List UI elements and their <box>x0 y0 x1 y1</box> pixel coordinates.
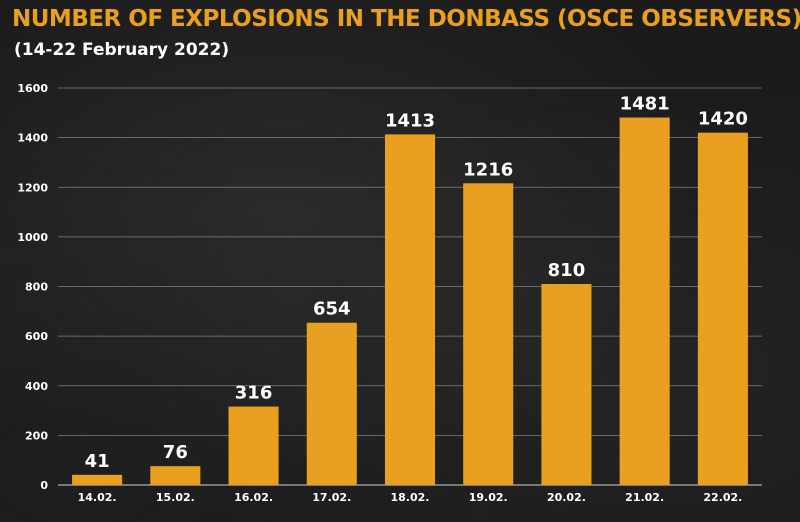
bars <box>72 117 748 486</box>
bar-20.02 <box>541 284 592 485</box>
bar-15.02 <box>150 466 201 485</box>
y-axis-ticks: 0 200 400 600 800 1000 1200 1400 1600 <box>17 82 48 492</box>
y-tick-label: 0 <box>40 479 48 492</box>
x-tick-label: 15.02. <box>156 491 195 504</box>
x-tick-label: 19.02. <box>469 491 508 504</box>
x-tick-label: 16.02. <box>234 491 273 504</box>
data-label: 1481 <box>620 94 670 115</box>
x-tick-label: 17.02. <box>312 491 351 504</box>
bar-21.02 <box>619 117 670 485</box>
data-label: 41 <box>85 451 110 472</box>
y-tick-label: 1000 <box>17 231 48 244</box>
x-tick-label: 21.02. <box>625 491 664 504</box>
bar-22.02 <box>697 132 748 485</box>
x-tick-label: 18.02. <box>391 491 430 504</box>
data-label: 1420 <box>698 109 748 130</box>
y-tick-label: 1600 <box>17 82 48 95</box>
data-label: 1216 <box>463 159 513 180</box>
data-label: 1413 <box>385 110 435 131</box>
x-tick-label: 22.02. <box>703 491 742 504</box>
data-label: 810 <box>548 260 586 281</box>
y-tick-label: 1400 <box>17 132 48 145</box>
data-label: 76 <box>163 442 188 463</box>
data-label: 316 <box>235 383 273 404</box>
chart-title: NUMBER OF EXPLOSIONS IN THE DONBASS (OSC… <box>12 6 800 32</box>
bar-14.02 <box>72 474 123 485</box>
data-labels: 41 76 316 654 1413 1216 810 1481 1420 <box>85 94 748 472</box>
bar-17.02 <box>306 322 357 485</box>
bar-16.02 <box>228 406 279 485</box>
bar-19.02 <box>463 183 514 485</box>
x-tick-label: 14.02. <box>78 491 117 504</box>
chart-subtitle: (14-22 February 2022) <box>14 40 230 60</box>
x-axis-ticks: 14.02. 15.02. 16.02. 17.02. 18.02. 19.02. 20.0… <box>78 491 743 504</box>
data-label: 654 <box>313 299 351 320</box>
y-tick-label: 1200 <box>17 181 48 194</box>
y-tick-label: 800 <box>25 281 48 294</box>
bar-18.02 <box>384 134 436 486</box>
x-tick-label: 20.02. <box>547 491 586 504</box>
y-tick-label: 200 <box>25 429 48 442</box>
y-tick-label: 400 <box>25 380 48 393</box>
y-tick-label: 600 <box>25 330 48 343</box>
